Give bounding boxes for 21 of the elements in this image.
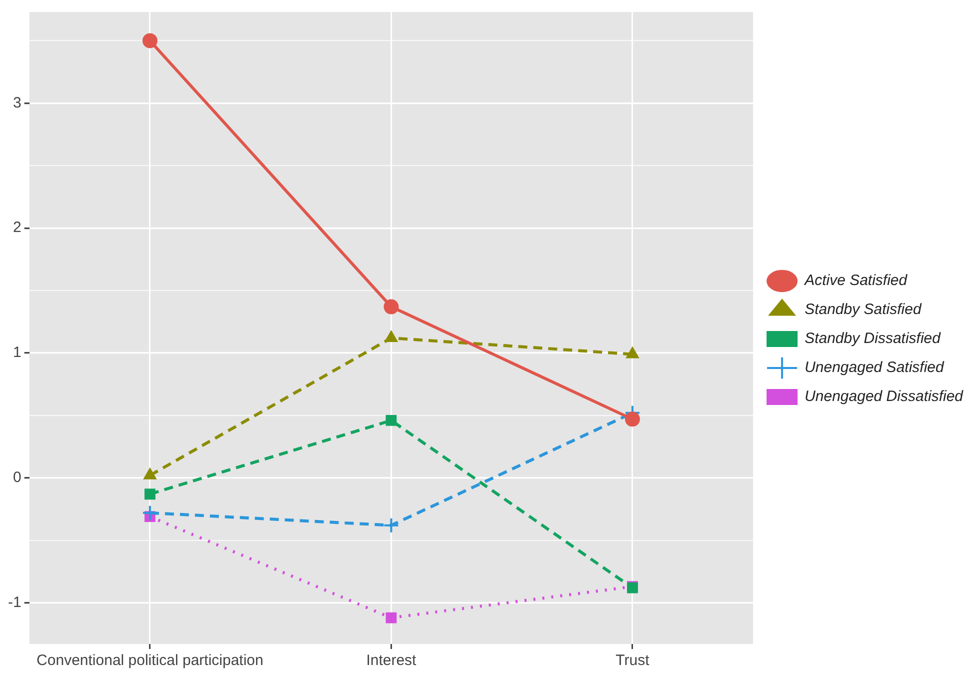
point [142, 504, 158, 521]
legend-label: Unengaged Dissatisfied [804, 388, 964, 406]
x-tick-label: Conventional political participation [36, 652, 264, 670]
y-tick-label: 3 [12, 94, 22, 112]
legend-label: Active Satisfied [804, 272, 908, 290]
legend-label: Standby Dissatisfied [804, 330, 942, 348]
legend-label: Unengaged Satisfied [804, 359, 944, 376]
y-tick-label: 1 [12, 344, 22, 362]
point [142, 33, 158, 48]
point [624, 412, 640, 427]
y-tick-label: 0 [12, 469, 22, 486]
x-tick-label: Interest [366, 652, 418, 670]
x-tick-label: Trust [616, 652, 650, 670]
point [383, 517, 400, 534]
legend-label: Standby Satisfied [804, 301, 922, 318]
point [384, 299, 399, 314]
point [144, 488, 156, 500]
point [386, 414, 397, 426]
y-tick-label: -1 [8, 594, 22, 611]
point [386, 612, 397, 624]
y-tick-label: 2 [12, 219, 22, 236]
